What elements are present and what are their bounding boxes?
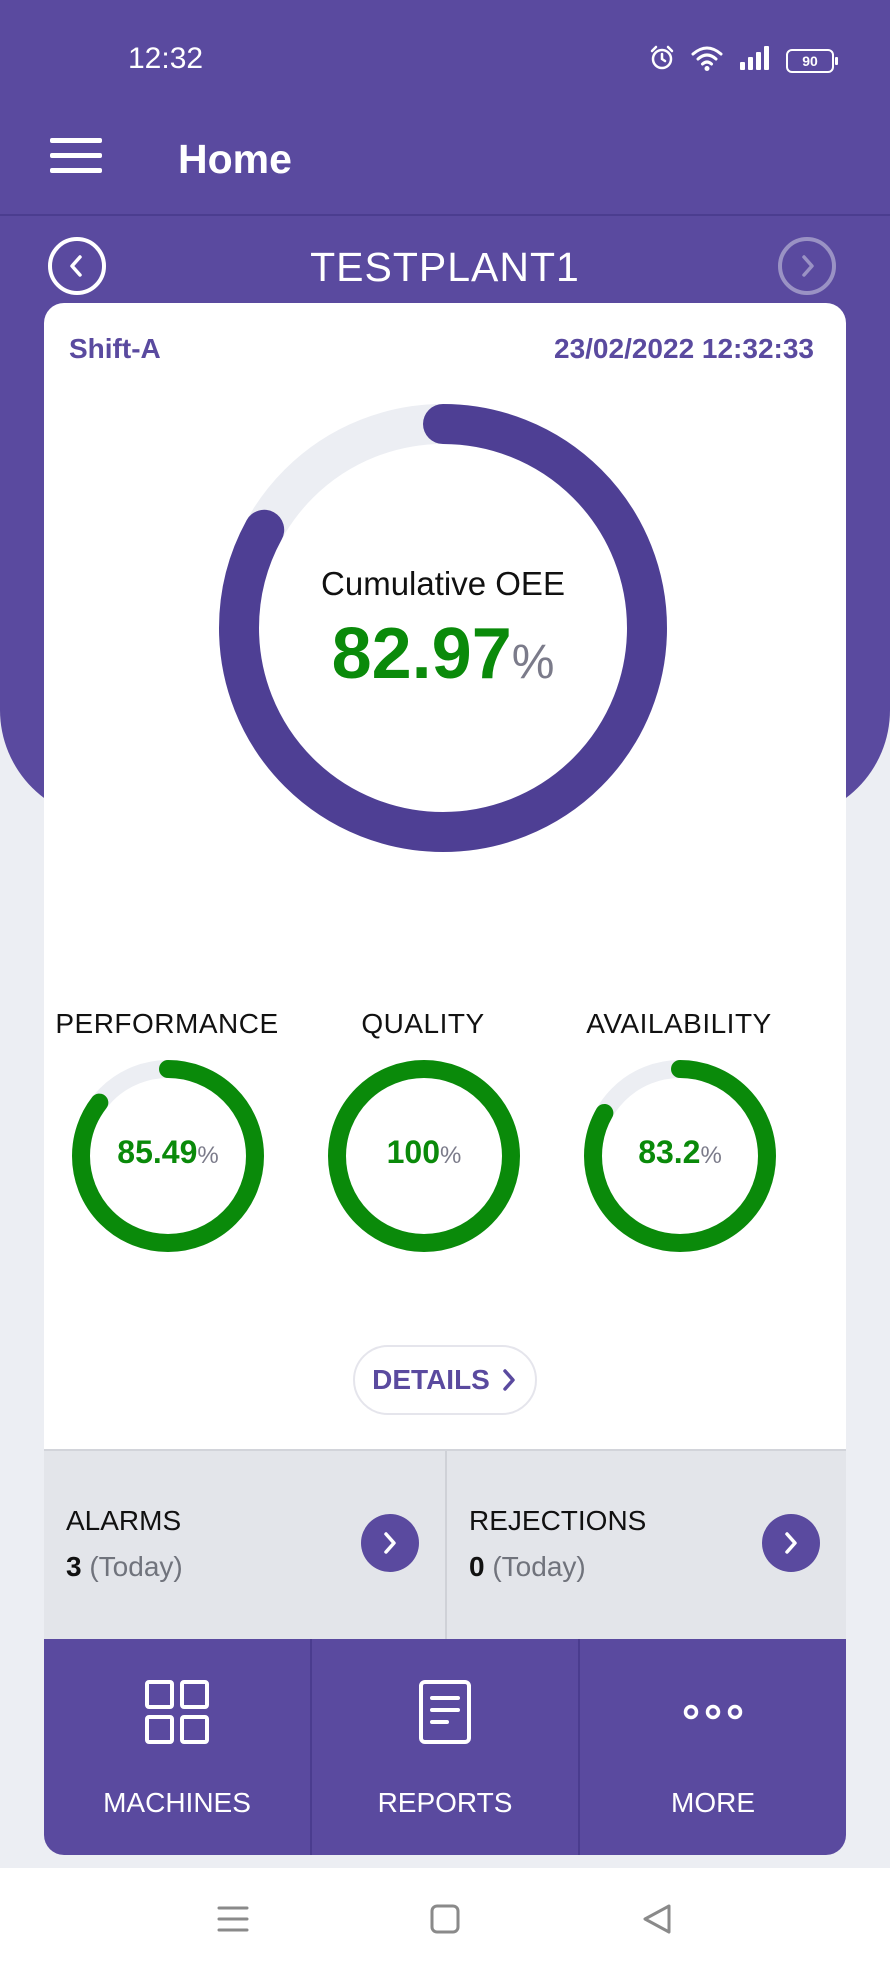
stats-row: ALARMS 3 (Today) REJECTIONS 0 (Today)	[44, 1449, 846, 1639]
rejections-tile[interactable]: REJECTIONS 0 (Today)	[445, 1451, 846, 1639]
recents-icon[interactable]	[216, 1902, 250, 1941]
nav-label-more: MORE	[671, 1787, 755, 1818]
rejections-count: 0	[469, 1551, 485, 1582]
quality-gauge: 100%	[326, 1058, 522, 1254]
chevron-left-icon	[70, 255, 82, 277]
grid-icon	[44, 1677, 310, 1747]
performance-metric: PERFORMANCE 85.49%	[44, 1008, 292, 1268]
alarm-icon	[648, 44, 676, 77]
gauge-arc	[584, 1060, 776, 1252]
rejections-period: (Today)	[492, 1551, 586, 1582]
status-bar: 12:32 90	[0, 0, 890, 110]
performance-label: PERFORMANCE	[55, 1008, 279, 1039]
alarms-count-line: 3 (Today)	[66, 1551, 183, 1583]
more-dots-icon	[580, 1677, 846, 1747]
page-title: Home	[178, 136, 292, 182]
nav-item-machines[interactable]: MACHINES	[44, 1639, 310, 1855]
rejections-count-line: 0 (Today)	[469, 1551, 586, 1583]
performance-value: 85.49%	[70, 1134, 266, 1171]
next-plant-button[interactable]	[778, 237, 836, 295]
gauge-arc	[219, 404, 667, 852]
availability-metric: AVAILABILITY 83.2%	[554, 1008, 804, 1268]
quality-metric: QUALITY 100%	[298, 1008, 548, 1268]
battery-icon: 90	[786, 48, 838, 73]
bottom-navigation: MACHINES REPORTS MORE	[44, 1639, 846, 1855]
quality-number: 100	[386, 1134, 441, 1170]
quality-unit: %	[440, 1142, 462, 1169]
chevron-right-icon	[785, 1532, 797, 1554]
shift-label: Shift-A	[69, 333, 161, 364]
status-time: 12:32	[128, 42, 204, 75]
document-icon	[312, 1677, 578, 1747]
availability-label: AVAILABILITY	[586, 1008, 772, 1039]
status-icons: 90	[648, 44, 838, 77]
gauge-arc	[72, 1060, 264, 1252]
nav-label-machines: MACHINES	[103, 1787, 251, 1818]
nav-item-reports[interactable]: REPORTS	[310, 1639, 578, 1855]
availability-number: 83.2	[638, 1134, 701, 1170]
chevron-right-icon	[384, 1532, 396, 1554]
cumulative-oee-value: 82.97%	[218, 613, 668, 695]
cumulative-oee-number: 82.97	[331, 614, 512, 694]
oee-card: Shift-A 23/02/2022 12:32:33 Cumulative O…	[44, 303, 846, 1855]
rejections-open-button[interactable]	[762, 1514, 820, 1572]
wifi-icon	[690, 44, 724, 77]
alarms-open-button[interactable]	[361, 1514, 419, 1572]
performance-number: 85.49	[117, 1134, 198, 1170]
details-label: DETAILS	[372, 1364, 490, 1395]
performance-unit: %	[197, 1142, 219, 1169]
plant-selector: TESTPLANT1	[0, 230, 890, 300]
availability-gauge: 83.2%	[582, 1058, 778, 1254]
availability-value: 83.2%	[582, 1134, 778, 1171]
nav-label-reports: REPORTS	[377, 1787, 513, 1818]
system-navigation-bar	[0, 1868, 890, 1978]
alarms-count: 3	[66, 1551, 82, 1582]
gauge-arc	[328, 1060, 520, 1252]
chevron-right-icon	[802, 255, 814, 277]
details-button[interactable]: DETAILS	[353, 1345, 537, 1415]
performance-gauge: 85.49%	[70, 1058, 266, 1254]
alarms-period: (Today)	[89, 1551, 183, 1582]
cumulative-oee-unit: %	[511, 636, 555, 689]
rejections-title: REJECTIONS	[469, 1505, 647, 1536]
availability-unit: %	[700, 1142, 722, 1169]
back-icon[interactable]	[640, 1902, 674, 1941]
app-bar: Home	[0, 110, 890, 216]
signal-icon	[738, 45, 772, 76]
quality-label: QUALITY	[361, 1008, 485, 1039]
previous-plant-button[interactable]	[48, 237, 106, 295]
hamburger-menu-icon[interactable]	[50, 138, 104, 178]
cumulative-oee-gauge: Cumulative OEE 82.97%	[218, 403, 668, 853]
alarms-title: ALARMS	[66, 1505, 182, 1536]
nav-item-more[interactable]: MORE	[578, 1639, 846, 1855]
timestamp: 23/02/2022 12:32:33	[554, 333, 814, 364]
cumulative-oee-label: Cumulative OEE	[321, 565, 565, 602]
chevron-right-icon	[503, 1369, 515, 1391]
alarms-tile[interactable]: ALARMS 3 (Today)	[44, 1451, 445, 1639]
quality-value: 100%	[326, 1134, 522, 1171]
home-icon[interactable]	[428, 1902, 462, 1941]
app-bar-divider	[0, 214, 890, 216]
plant-name: TESTPLANT1	[310, 244, 580, 290]
